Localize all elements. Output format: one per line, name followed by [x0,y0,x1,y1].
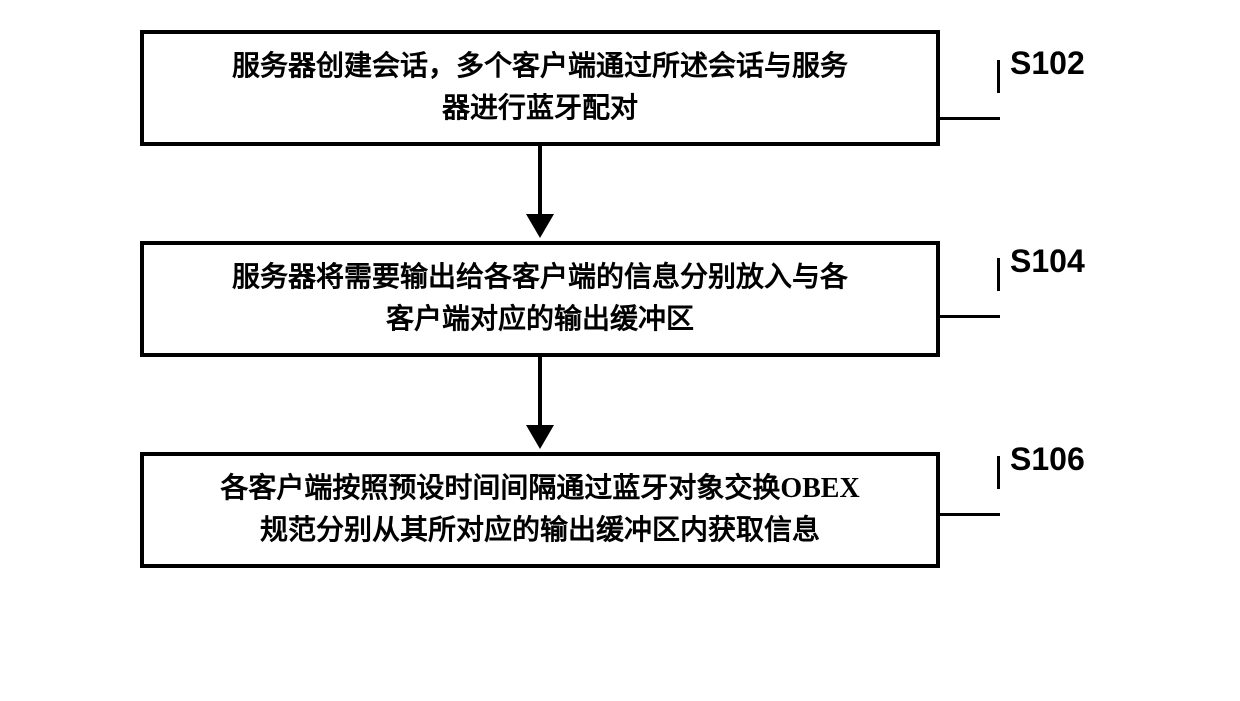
label-line-3v [997,456,1000,489]
arrow-head-2 [526,425,554,449]
step-text-1-line2: 器进行蓝牙配对 [442,93,638,124]
label-line-3 [940,486,1000,516]
step-text-2-line2: 客户端对应的输出缓冲区 [386,304,694,335]
step-text-3-line1: 各客户端按照预设时间间隔通过蓝牙对象交换OBEX [220,473,859,504]
step-text-2-line1: 服务器将需要输出给各客户端的信息分别放入与各 [232,262,848,293]
step-box-2: 服务器将需要输出给各客户端的信息分别放入与各 客户端对应的输出缓冲区 [140,241,940,357]
step-box-1: 服务器创建会话，多个客户端通过所述会话与服务 器进行蓝牙配对 [140,30,940,146]
flowchart-container: 服务器创建会话，多个客户端通过所述会话与服务 器进行蓝牙配对 服务器将需要输出给… [140,30,1100,568]
step-label-1: S102 [1010,45,1085,82]
arrow-shaft-1 [538,146,542,216]
arrow-head-1 [526,214,554,238]
step-text-3-line2: 规范分别从其所对应的输出缓冲区内获取信息 [260,515,820,546]
label-line-2 [940,288,1000,318]
label-line-2v [997,258,1000,291]
label-line-1v [997,60,1000,93]
arrow-1 [140,146,940,241]
step-label-3: S106 [1010,441,1085,478]
label-line-1 [940,90,1000,120]
arrow-shaft-2 [538,357,542,427]
step-text-1-line1: 服务器创建会话，多个客户端通过所述会话与服务 [232,51,848,82]
step-box-3: 各客户端按照预设时间间隔通过蓝牙对象交换OBEX 规范分别从其所对应的输出缓冲区… [140,452,940,568]
arrow-2 [140,357,940,452]
step-label-2: S104 [1010,243,1085,280]
